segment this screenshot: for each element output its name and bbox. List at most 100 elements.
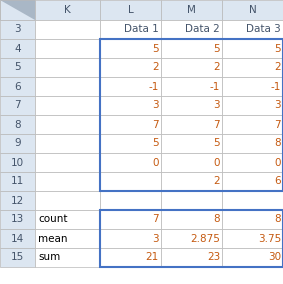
Polygon shape [0,0,35,20]
Text: 11: 11 [11,176,24,187]
Bar [222,58,283,77]
Bar [161,210,222,229]
Bar [161,172,222,191]
Bar [100,248,161,267]
Bar [222,210,283,229]
Text: sum: sum [38,252,60,262]
Text: 7: 7 [152,214,159,224]
Bar [35,229,100,248]
Bar [0,0,35,20]
Bar [100,153,161,172]
Bar [100,0,161,20]
Text: 2: 2 [152,62,159,72]
Bar [161,77,222,96]
Text: 5: 5 [14,62,21,72]
Text: 5: 5 [275,43,281,53]
Bar [35,248,100,267]
Bar [222,0,283,20]
Text: 2: 2 [275,62,281,72]
Bar [100,210,283,267]
Bar [161,0,222,20]
Bar [0,0,35,20]
Bar [100,39,161,58]
Text: 2.875: 2.875 [190,233,220,243]
Text: 13: 13 [11,214,24,224]
Bar [0,115,35,134]
Bar [100,172,161,191]
Text: 9: 9 [14,139,21,149]
Bar [161,96,222,115]
Bar [35,96,100,115]
Bar [100,210,161,229]
Text: -1: -1 [149,82,159,91]
Bar [161,39,222,58]
Bar [222,191,283,210]
Bar [35,0,100,20]
Bar [161,134,222,153]
Text: 23: 23 [207,252,220,262]
Text: 21: 21 [146,252,159,262]
Bar [35,39,100,58]
Bar [161,229,222,248]
Bar [222,134,283,153]
Bar [0,210,35,229]
Text: 6: 6 [14,82,21,91]
Text: 15: 15 [11,252,24,262]
Bar [100,191,161,210]
Bar [100,58,161,77]
Bar [35,172,100,191]
Bar [0,96,35,115]
Text: 0: 0 [213,158,220,168]
Bar [0,134,35,153]
Text: 3: 3 [213,101,220,110]
Bar [100,77,161,96]
Text: L: L [128,5,133,15]
Bar [0,191,35,210]
Bar [35,210,100,229]
Text: 6: 6 [275,176,281,187]
Text: 5: 5 [213,43,220,53]
Text: 10: 10 [11,158,24,168]
Text: N: N [249,5,256,15]
Bar [35,191,100,210]
Bar [0,58,35,77]
Bar [161,153,222,172]
Text: -1: -1 [210,82,220,91]
Text: 7: 7 [152,120,159,130]
Bar [100,229,161,248]
Bar [35,77,100,96]
Text: 3: 3 [14,24,21,34]
Text: 7: 7 [14,101,21,110]
Text: Data 2: Data 2 [185,24,220,34]
Text: 8: 8 [14,120,21,130]
Bar [0,20,35,39]
Text: Data 1: Data 1 [124,24,159,34]
Bar [161,115,222,134]
Bar [100,20,161,39]
Bar [222,153,283,172]
Bar [222,115,283,134]
Text: 2: 2 [213,176,220,187]
Text: 3.75: 3.75 [258,233,281,243]
Bar [100,96,161,115]
Bar [35,58,100,77]
Bar [35,115,100,134]
Text: 2: 2 [213,62,220,72]
Bar [161,191,222,210]
Bar [0,153,35,172]
Bar [0,248,35,267]
Text: M: M [187,5,196,15]
Bar [100,134,161,153]
Text: 7: 7 [275,120,281,130]
Text: 8: 8 [275,139,281,149]
Text: K: K [64,5,71,15]
Bar [0,39,35,58]
Bar [0,77,35,96]
Bar [161,20,222,39]
Bar [222,77,283,96]
Bar [222,229,283,248]
Text: 0: 0 [153,158,159,168]
Bar [222,172,283,191]
Text: count: count [38,214,68,224]
Text: 12: 12 [11,195,24,206]
